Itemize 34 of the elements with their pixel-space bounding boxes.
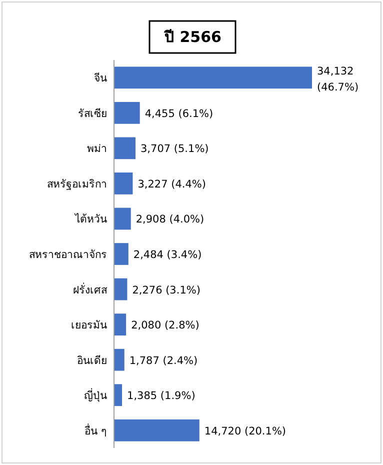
- bar: [114, 384, 122, 406]
- bar: [114, 172, 133, 194]
- y-tick-label: ญี่ปุ่น: [84, 388, 107, 402]
- y-tick-label: สหราชอาณาจักร: [29, 249, 107, 261]
- data-label: 3,707 (5.1%): [140, 143, 209, 156]
- data-label: 1,385 (1.9%): [127, 390, 196, 402]
- data-label: 3,227 (4.4%): [138, 178, 206, 190]
- chart-title: ปี 2566: [164, 28, 222, 46]
- bar: [114, 137, 136, 160]
- data-label: 2,908 (4.0%): [136, 214, 204, 226]
- y-tick-label: พม่า: [87, 143, 107, 156]
- bar: [114, 102, 140, 124]
- bar: [114, 348, 124, 371]
- data-label: 34,132 (46.7%): [317, 66, 359, 94]
- bar: [114, 243, 128, 265]
- y-tick-label: เยอรมัน: [71, 320, 107, 332]
- data-label: 14,720 (20.1%): [204, 425, 286, 438]
- data-label: 2,080 (2.8%): [131, 320, 200, 332]
- y-tick-label: อื่น ๆ: [84, 423, 107, 438]
- bar: [114, 66, 312, 89]
- bar: [114, 278, 128, 300]
- y-tick-label: รัสเซีย: [78, 106, 107, 120]
- y-tick-label: จีน: [94, 72, 107, 85]
- data-label: 4,455 (6.1%): [144, 108, 214, 120]
- bar: [114, 419, 200, 442]
- data-label: 1,787 (2.4%): [129, 354, 198, 367]
- y-tick-label: ไต้หวัน: [74, 212, 107, 226]
- y-tick-label: ฝรั่งเศส: [73, 282, 108, 296]
- y-tick-label: อินเดีย: [77, 354, 107, 367]
- bar: [114, 314, 126, 336]
- bar: [114, 208, 131, 230]
- data-label: 2,484 (3.4%): [133, 249, 202, 261]
- data-label: 2,276 (3.1%): [132, 284, 200, 296]
- y-tick-label: สหรัฐอเมริกา: [47, 178, 107, 190]
